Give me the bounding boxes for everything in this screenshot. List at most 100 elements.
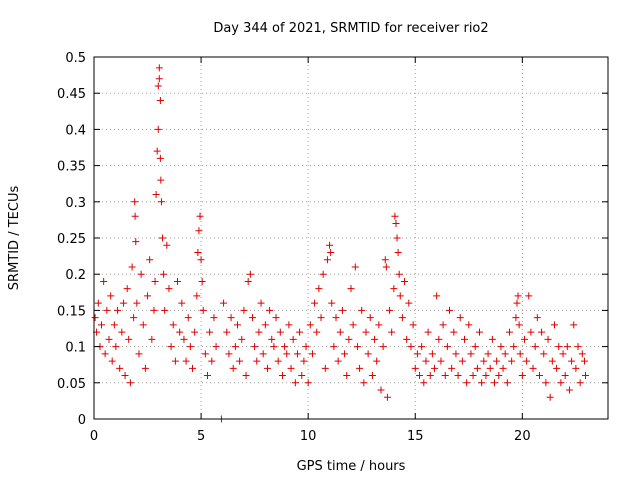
data-point xyxy=(437,357,445,365)
data-point xyxy=(319,270,327,278)
data-point xyxy=(450,328,458,336)
data-point xyxy=(413,350,421,358)
data-point xyxy=(503,379,511,387)
data-point xyxy=(493,357,501,365)
data-point xyxy=(435,335,443,343)
data-point xyxy=(411,364,419,372)
data-point xyxy=(523,357,531,365)
data-point xyxy=(118,328,126,336)
y-tick-label: 0.15 xyxy=(57,304,86,319)
data-point xyxy=(240,306,248,314)
data-point xyxy=(156,96,164,104)
y-tick-label: 0.5 xyxy=(65,51,86,66)
data-point xyxy=(148,335,156,343)
data-point xyxy=(155,75,163,83)
data-point xyxy=(257,299,265,307)
data-point xyxy=(356,364,364,372)
data-point xyxy=(371,335,379,343)
data-point xyxy=(304,379,312,387)
data-point xyxy=(150,306,158,314)
data-point xyxy=(176,328,184,336)
data-point xyxy=(152,191,160,199)
data-point xyxy=(132,238,140,246)
data-point xyxy=(120,299,128,307)
data-point xyxy=(501,350,509,358)
data-point xyxy=(456,314,464,322)
data-point xyxy=(568,357,576,365)
data-point xyxy=(198,277,206,285)
data-point xyxy=(163,241,171,249)
data-point xyxy=(91,314,99,322)
data-point xyxy=(197,256,205,264)
data-point xyxy=(515,321,523,329)
data-point xyxy=(578,350,586,358)
data-point xyxy=(416,372,424,380)
data-point xyxy=(159,234,167,242)
data-point xyxy=(103,306,111,314)
data-point xyxy=(169,321,177,329)
data-point xyxy=(154,125,162,133)
data-point xyxy=(379,343,387,351)
data-point xyxy=(287,364,295,372)
data-point xyxy=(353,343,361,351)
data-point xyxy=(231,343,239,351)
data-point xyxy=(505,328,513,336)
data-point xyxy=(274,357,282,365)
data-point xyxy=(276,328,284,336)
y-tick-label: 0.1 xyxy=(65,341,86,356)
data-point xyxy=(289,335,297,343)
data-point xyxy=(388,328,396,336)
data-point xyxy=(473,364,481,372)
data-point xyxy=(446,306,454,314)
data-points xyxy=(91,64,590,423)
data-point xyxy=(580,357,588,365)
x-tick-label: 15 xyxy=(407,429,424,444)
data-point xyxy=(300,357,308,365)
data-point xyxy=(195,227,203,235)
data-point xyxy=(431,364,439,372)
y-tick-label: 0.25 xyxy=(57,232,86,247)
data-point xyxy=(212,343,220,351)
data-point xyxy=(334,357,342,365)
data-point xyxy=(315,285,323,293)
data-point xyxy=(390,285,398,293)
data-point xyxy=(101,350,109,358)
data-point xyxy=(272,314,280,322)
x-tick-label: 10 xyxy=(300,429,317,444)
data-point xyxy=(270,343,278,351)
data-point xyxy=(458,357,466,365)
data-point xyxy=(220,299,228,307)
data-point xyxy=(139,321,147,329)
data-point xyxy=(484,350,492,358)
data-point xyxy=(535,372,543,380)
data-point xyxy=(392,220,400,228)
data-point xyxy=(253,357,261,365)
data-point xyxy=(465,321,473,329)
data-point xyxy=(182,357,190,365)
data-point xyxy=(540,350,548,358)
data-point xyxy=(510,343,518,351)
data-point xyxy=(323,256,331,264)
data-point xyxy=(576,379,584,387)
data-point xyxy=(546,393,554,401)
data-point xyxy=(110,321,118,329)
data-point xyxy=(441,372,449,380)
data-point xyxy=(426,372,434,380)
data-point xyxy=(296,328,304,336)
axis-ticks: 0 0.05 0.1 0.15 0.2 0.25 0.3 0.35 0.4 0.45 0.5 0 5 10… xyxy=(57,51,608,444)
data-point xyxy=(206,328,214,336)
data-point xyxy=(561,372,569,380)
data-point xyxy=(155,64,163,72)
data-point xyxy=(347,285,355,293)
data-point xyxy=(480,357,488,365)
data-point xyxy=(311,299,319,307)
data-point xyxy=(443,343,451,351)
data-point xyxy=(196,212,204,220)
data-point xyxy=(401,277,409,285)
data-point xyxy=(248,314,256,322)
data-point xyxy=(291,379,299,387)
data-point xyxy=(160,270,168,278)
data-point xyxy=(488,335,496,343)
data-point xyxy=(366,314,374,322)
